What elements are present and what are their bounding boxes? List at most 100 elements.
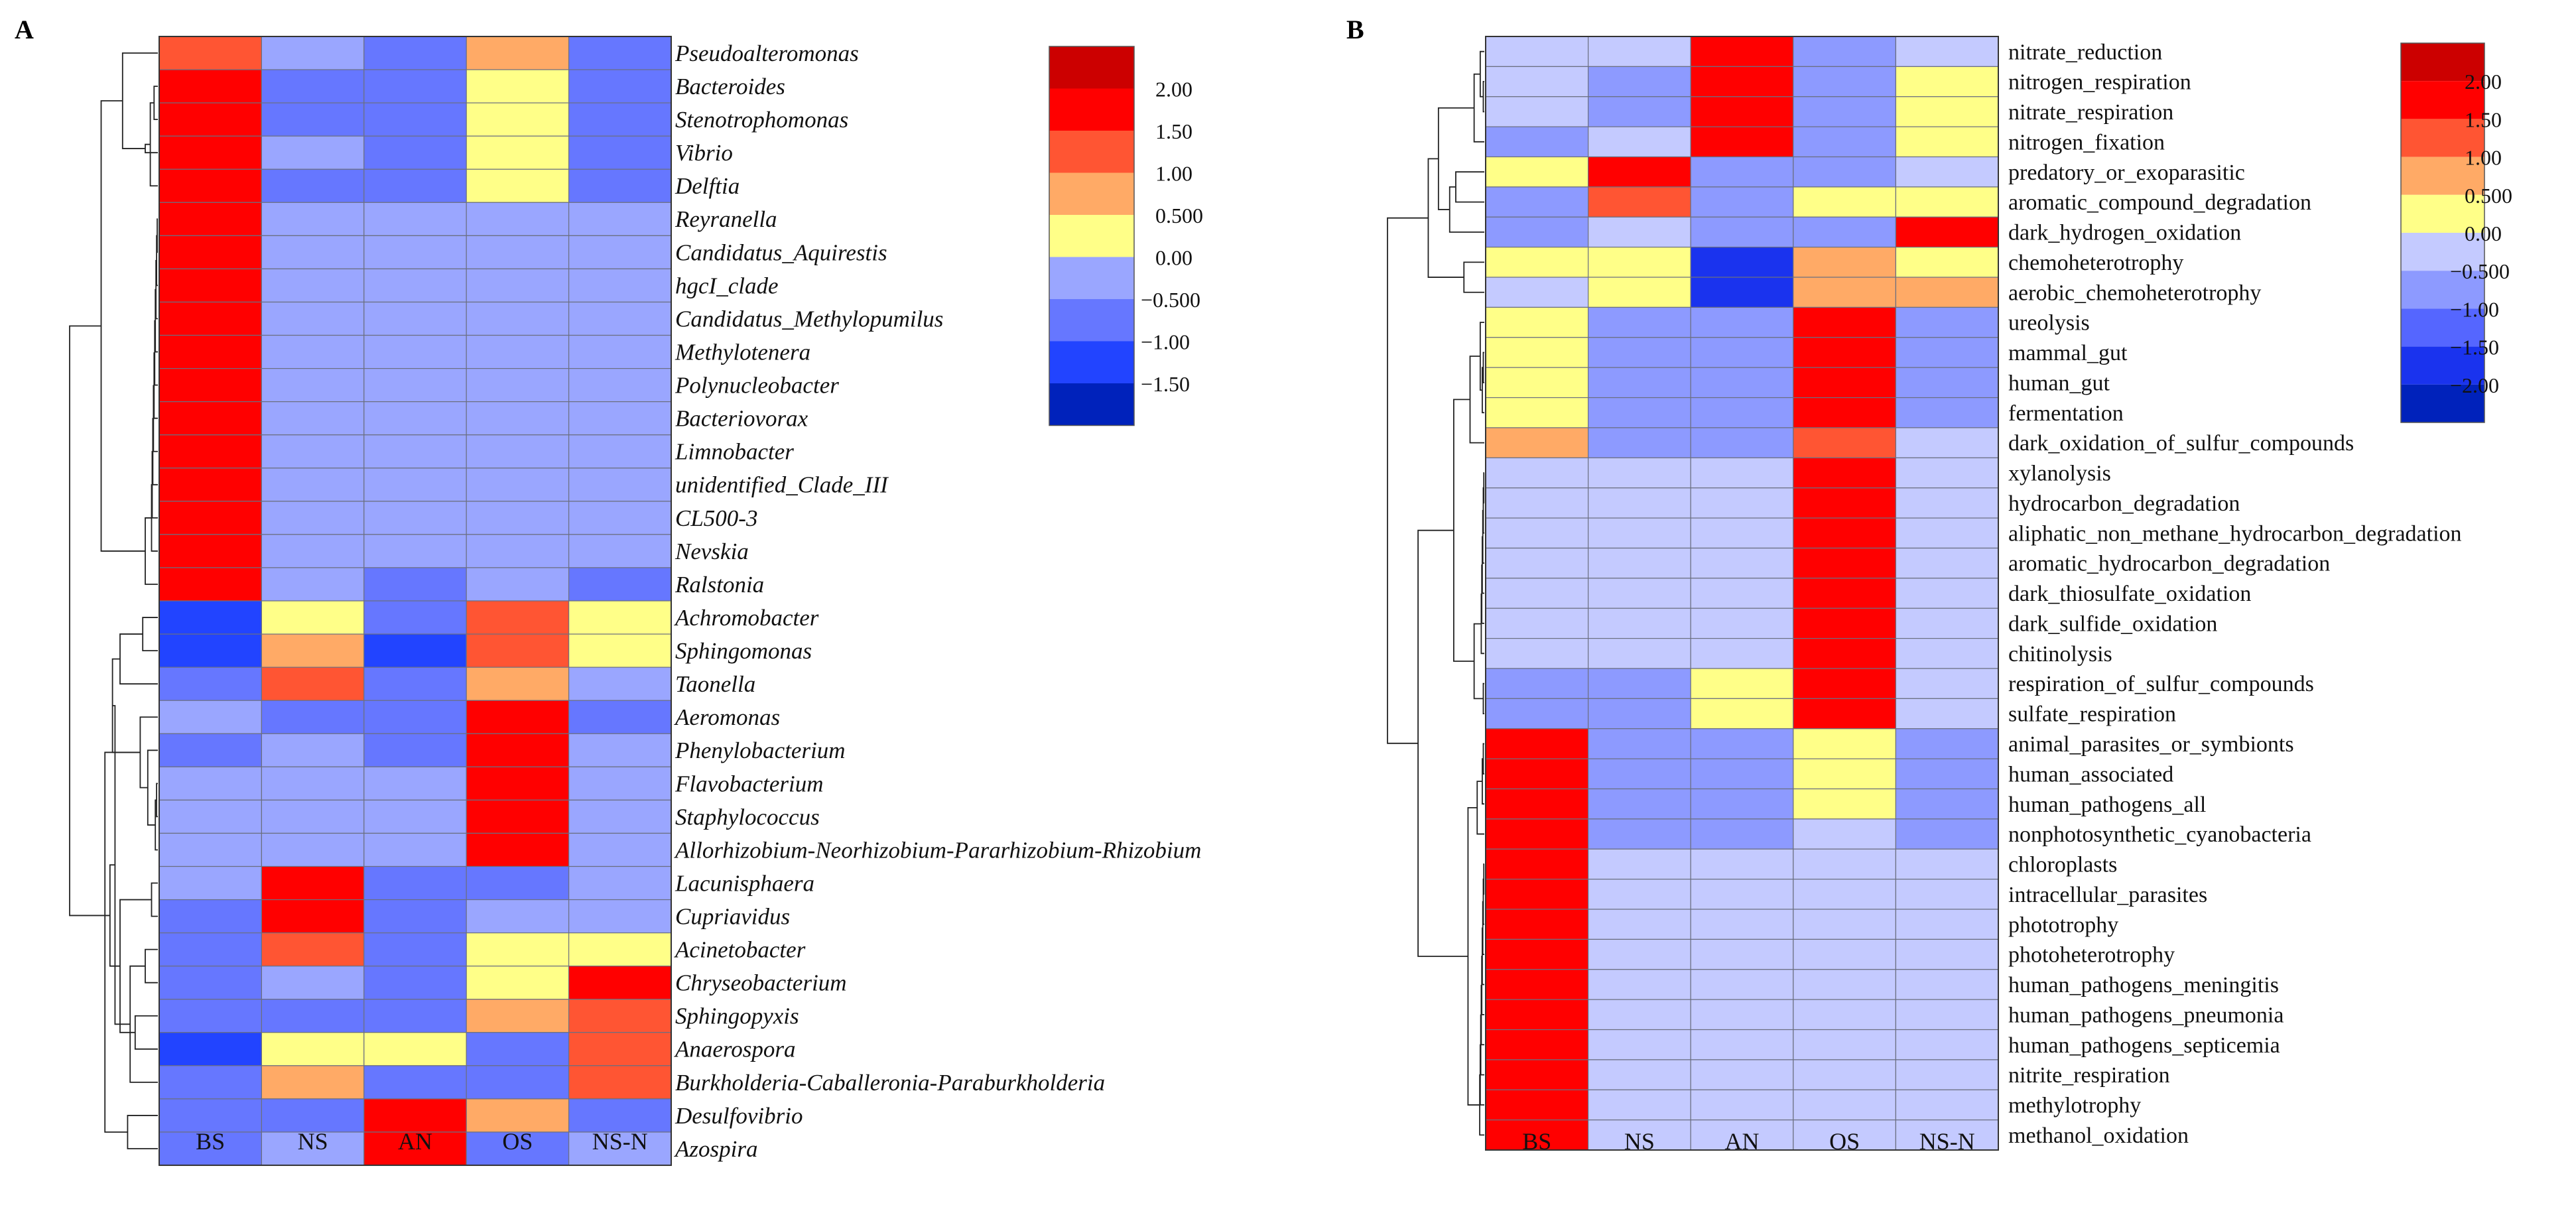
dendrogram-branch: [1481, 956, 1484, 1015]
row-label: Chryseobacterium: [675, 970, 847, 996]
legend-swatch: [2401, 119, 2484, 157]
heatmap-cell: [1793, 66, 1897, 97]
dendrogram-branch: [1452, 399, 1474, 662]
heatmap-cell: [568, 966, 672, 1000]
heatmap-cell: [261, 966, 365, 1000]
heatmap-cell: [466, 1098, 570, 1133]
color-legend-a: 2.00 1.50 1.00 0.500 0.00 −0.500 −1.00 −1.50: [1049, 46, 1203, 426]
heatmap-cell: [1485, 578, 1589, 609]
heatmap-cell: [1690, 547, 1794, 579]
heatmap-cell: [466, 235, 570, 270]
heatmap-cell: [261, 202, 365, 236]
heatmap-cell: [363, 36, 467, 70]
heatmap-cell: [466, 733, 570, 767]
row-label: Vibrio: [675, 140, 733, 166]
heatmap-cell: [568, 168, 672, 203]
row-label: nitrogen_respiration: [2008, 70, 2191, 95]
heatmap-cell: [159, 899, 262, 934]
heatmap-cell: [1588, 1029, 1691, 1060]
row-label: sulfate_respiration: [2008, 702, 2176, 727]
heatmap-cell: [363, 367, 467, 403]
heatmap-cell: [466, 434, 570, 469]
legend-tick-label: 1.50: [1155, 119, 1192, 143]
heatmap-cell: [261, 600, 365, 635]
heatmap-cell: [466, 69, 570, 103]
row-label: Sphingopyxis: [675, 1003, 799, 1029]
heatmap-cell: [1690, 848, 1794, 880]
row-label: Methylotenera: [675, 339, 810, 365]
row-label: fermentation: [2008, 401, 2124, 426]
heatmap-cell: [1588, 637, 1691, 669]
row-label: aromatic_compound_degradation: [2008, 190, 2311, 215]
heatmap-cell: [159, 102, 262, 137]
heatmap-cell: [1588, 879, 1691, 910]
dendrogram-branch: [112, 705, 131, 1025]
heatmap-cell: [159, 633, 262, 668]
heatmap-cell: [1588, 1119, 1691, 1151]
heatmap-cell: [363, 501, 467, 535]
heatmap-cell: [159, 733, 262, 767]
heatmap-cell: [1588, 607, 1691, 639]
heatmap-cell: [568, 1032, 672, 1066]
column-label: NS-N: [1919, 1128, 1975, 1155]
heatmap-cell: [568, 334, 672, 369]
heatmap-cell: [466, 633, 570, 668]
heatmap-cell: [1793, 96, 1897, 127]
heatmap-cell: [1588, 277, 1691, 308]
row-label: Allorhizobium-Neorhizobium-Pararhizobium…: [674, 837, 1201, 863]
heatmap-cell: [363, 999, 467, 1033]
dendrogram-branch: [119, 633, 158, 685]
heatmap-cell: [466, 700, 570, 734]
row-label: Delftia: [675, 173, 740, 199]
legend-swatch: [2401, 308, 2484, 347]
heatmap-cell: [1588, 1059, 1691, 1090]
heatmap-cell: [1690, 698, 1794, 730]
heatmap-cell: [1793, 909, 1897, 940]
heatmap-cell: [1895, 186, 1999, 218]
row-label: aerobic_chemoheterotrophy: [2008, 281, 2261, 305]
dendrogram-branch: [156, 783, 158, 818]
heatmap-cell: [363, 135, 467, 170]
heatmap-cell: [1588, 397, 1691, 428]
dendrogram-branch: [104, 751, 141, 1133]
row-label: Flavobacterium: [675, 771, 824, 797]
legend-tick-label: 2.00: [2465, 70, 2502, 94]
heatmap-cell: [1588, 999, 1691, 1031]
heatmap-cell: [363, 766, 467, 800]
heatmap-cell: [1588, 517, 1691, 549]
row-label: photoheterotrophy: [2008, 943, 2175, 968]
row-label: Candidatus_Methylopumilus: [675, 306, 943, 332]
heatmap-cell: [159, 667, 262, 701]
heatmap-cell: [1895, 216, 1999, 248]
heatmap-cell: [568, 899, 672, 934]
heatmap-cell: [159, 501, 262, 535]
heatmap-cell: [363, 69, 467, 103]
heatmap-cell: [568, 36, 672, 70]
row-label: Limnobacter: [675, 439, 794, 465]
heatmap-cell: [1690, 216, 1794, 248]
row-label: human_pathogens_meningitis: [2008, 973, 2279, 997]
legend-tick-label: 2.00: [1155, 78, 1192, 101]
heatmap-cell: [363, 1032, 467, 1066]
heatmap-cell: [363, 202, 467, 236]
row-label: aliphatic_non_methane_hydrocarbon_degrad…: [2008, 521, 2462, 546]
legend-tick-label: 1.50: [2465, 107, 2502, 131]
legend-tick-label: 0.00: [1155, 246, 1192, 270]
heatmap-cell: [1793, 156, 1897, 188]
heatmap-cell: [1485, 66, 1589, 97]
heatmap-cell: [568, 567, 672, 602]
heatmap-cell: [1485, 337, 1589, 368]
dendrogram-branch: [111, 658, 141, 753]
heatmap-cell: [1793, 367, 1897, 399]
heatmap-cell: [1793, 607, 1897, 639]
heatmap-cell: [363, 534, 467, 568]
row-label: predatory_or_exoparasitic: [2008, 160, 2245, 185]
legend-swatch: [2401, 157, 2484, 195]
legend-swatch: [1049, 172, 1134, 215]
heatmap-cell: [261, 69, 365, 103]
legend-tick-label: −1.50: [1141, 372, 1190, 396]
heatmap-cell: [363, 966, 467, 1000]
heatmap-cell: [466, 36, 570, 70]
heatmap-cell: [261, 766, 365, 800]
panel-a: A Pseudoalteromonas Bacteroides Stenotroph…: [15, 15, 1203, 1167]
